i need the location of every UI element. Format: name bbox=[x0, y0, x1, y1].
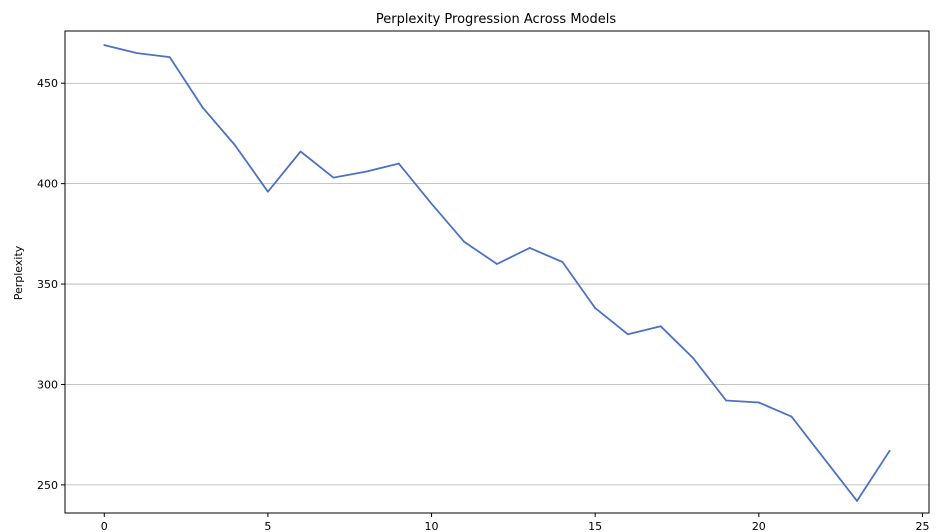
y-tick-label: 450 bbox=[37, 77, 58, 90]
chart-title: Perplexity Progression Across Models bbox=[376, 12, 617, 27]
y-tick-label: 250 bbox=[37, 479, 58, 492]
x-tick-label: 25 bbox=[915, 520, 929, 532]
data-point bbox=[201, 106, 204, 109]
data-point bbox=[397, 162, 400, 165]
data-point bbox=[496, 263, 498, 265]
plot-frame bbox=[64, 30, 930, 514]
data-point bbox=[234, 144, 237, 147]
x-axis-ticks: 0 5 10 15 20 25 bbox=[101, 513, 929, 532]
data-point bbox=[757, 401, 760, 404]
y-tick-label: 300 bbox=[37, 378, 58, 391]
x-tick-label: 10 bbox=[425, 520, 439, 532]
data-point bbox=[528, 247, 531, 249]
data-point bbox=[430, 202, 433, 205]
data-point bbox=[823, 457, 826, 460]
data-point bbox=[103, 44, 106, 46]
data-point bbox=[365, 170, 367, 173]
x-tick-label: 5 bbox=[264, 520, 271, 532]
data-point bbox=[888, 449, 891, 452]
data-point bbox=[790, 415, 793, 418]
data-point bbox=[561, 261, 564, 263]
data-point bbox=[659, 325, 662, 328]
data-point bbox=[332, 176, 335, 179]
data-point bbox=[136, 52, 138, 54]
data-point bbox=[856, 500, 858, 502]
data-point bbox=[299, 150, 302, 153]
data-point bbox=[594, 307, 597, 310]
y-tick-label: 400 bbox=[37, 178, 58, 191]
data-point bbox=[267, 190, 269, 193]
data-point bbox=[627, 333, 629, 336]
y-tick-label: 350 bbox=[37, 278, 58, 291]
series-line bbox=[104, 44, 891, 502]
data-point bbox=[692, 357, 695, 360]
data-point bbox=[168, 56, 171, 59]
data-point bbox=[725, 399, 727, 402]
y-axis-ticks: 250 300 350 400 450 bbox=[37, 77, 65, 492]
grid-lines bbox=[65, 82, 929, 486]
data-point bbox=[463, 240, 466, 243]
x-tick-label: 0 bbox=[101, 520, 108, 532]
y-axis-label: Perplexity bbox=[12, 245, 25, 300]
series-layer bbox=[103, 44, 891, 502]
x-tick-label: 15 bbox=[588, 520, 602, 532]
x-tick-label: 20 bbox=[752, 520, 766, 532]
